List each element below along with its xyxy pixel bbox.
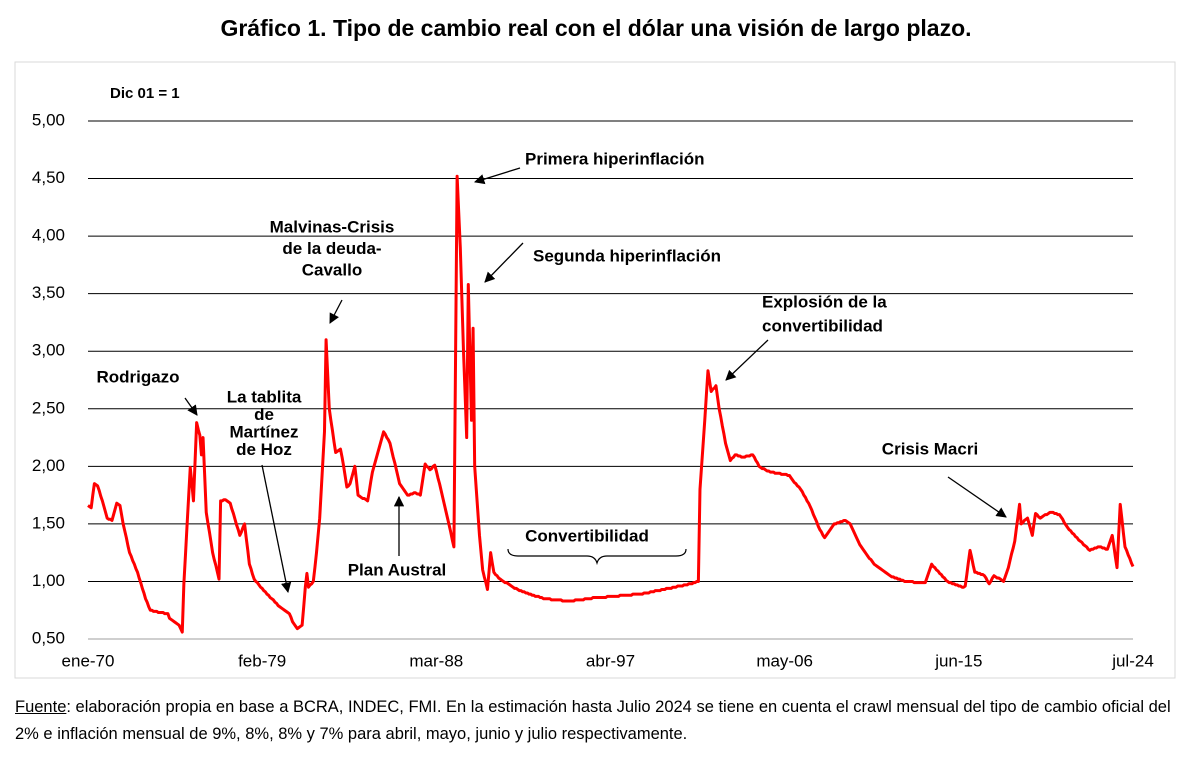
annotation: de <box>254 405 274 424</box>
annotation: de la deuda- <box>282 239 381 258</box>
source-text: : elaboración propia en base a BCRA, IND… <box>15 698 1171 743</box>
annotation-arrow <box>474 167 521 185</box>
annotation: de Hoz <box>236 440 292 459</box>
subtitle: Dic 01 = 1 <box>110 85 180 102</box>
annotation: Primera hiperinflación <box>525 149 705 168</box>
annotation-arrow <box>947 476 1007 518</box>
y-tick-label: 2,00 <box>32 456 65 475</box>
annotation: Segunda hiperinflación <box>533 246 721 265</box>
annotation: Convertibilidad <box>525 526 649 545</box>
x-tick-label: abr-97 <box>586 651 635 670</box>
annotation: Crisis Macri <box>882 439 978 458</box>
x-tick-label: jun-15 <box>934 651 982 670</box>
chart-title: Gráfico 1. Tipo de cambio real con el dó… <box>220 15 971 41</box>
y-tick-label: 1,50 <box>32 513 65 532</box>
y-tick-label: 2,50 <box>32 398 65 417</box>
x-tick-label: mar-88 <box>409 651 463 670</box>
x-tick-label: may-06 <box>756 651 813 670</box>
annotation: convertibilidad <box>762 316 883 335</box>
y-tick-label: 1,00 <box>32 571 65 590</box>
y-tick-label: 5,00 <box>32 110 65 129</box>
annotation-arrow <box>329 299 343 324</box>
annotation: La tablita <box>227 387 302 406</box>
y-tick-label: 4,50 <box>32 168 65 187</box>
annotation-arrow <box>725 339 769 381</box>
chart-border <box>14 61 1176 679</box>
x-tick-label: jul-24 <box>1111 651 1154 670</box>
chart: Gráfico 1. Tipo de cambio real con el dó… <box>14 15 1176 679</box>
source-label: Fuente <box>15 698 67 716</box>
data-line <box>87 174 1135 634</box>
annotation: Plan Austral <box>348 560 447 579</box>
y-tick-label: 4,00 <box>32 226 65 245</box>
y-tick-label: 3,50 <box>32 283 65 302</box>
x-tick-label: feb-79 <box>238 651 286 670</box>
y-tick-label: 0,50 <box>32 628 65 647</box>
annotation-brace <box>507 548 687 566</box>
annotation-arrow <box>184 397 198 416</box>
x-tick-label: ene-70 <box>62 651 115 670</box>
annotation: Explosión de la <box>762 292 887 311</box>
annotation: Malvinas-Crisis <box>270 217 395 236</box>
annotation: Martínez <box>230 422 299 441</box>
y-tick-label: 3,00 <box>32 341 65 360</box>
annotation: Cavallo <box>302 260 362 279</box>
source-note: Fuente: elaboración propia en base a BCR… <box>15 694 1185 748</box>
annotation-arrow <box>261 464 292 594</box>
annotation-arrow <box>484 242 524 283</box>
annotation: Rodrigazo <box>96 367 179 386</box>
